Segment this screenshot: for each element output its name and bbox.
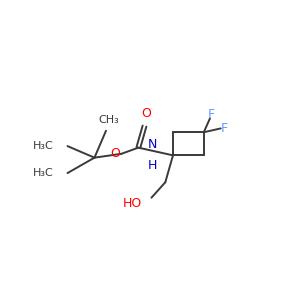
Text: F: F — [208, 108, 215, 121]
Text: N: N — [148, 139, 157, 152]
Text: H₃C: H₃C — [33, 168, 54, 178]
Text: O: O — [110, 147, 120, 160]
Text: H: H — [148, 159, 157, 172]
Text: CH₃: CH₃ — [98, 115, 119, 124]
Text: H₃C: H₃C — [33, 141, 54, 151]
Text: HO: HO — [123, 197, 142, 210]
Text: F: F — [221, 122, 228, 135]
Text: O: O — [141, 107, 151, 120]
